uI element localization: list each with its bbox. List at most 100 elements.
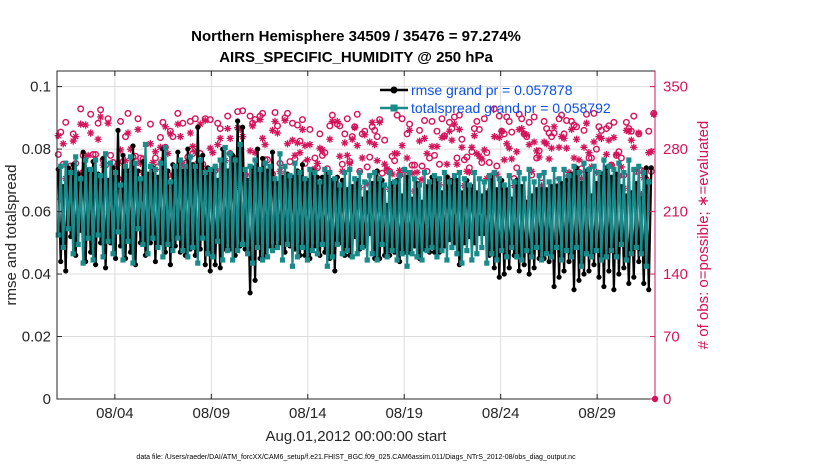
obs-evaluated-point <box>480 146 488 154</box>
y2-axis-ticks: 0 70 140 210 280 350 <box>650 71 688 408</box>
x-axis-label: Aug.01,2012 00:00:00 start <box>266 428 448 445</box>
totalspread-point <box>217 157 223 163</box>
series-lines <box>55 118 654 296</box>
totalspread-point <box>354 251 360 257</box>
totalspread-point <box>230 257 236 263</box>
totalspread-point <box>130 260 136 266</box>
rmse-point <box>566 258 572 265</box>
obs-evaluated-point <box>258 134 267 142</box>
totalspread-point <box>254 244 261 251</box>
obs-evaluated-point <box>134 125 142 134</box>
obs-possible-point <box>146 120 154 128</box>
totalspread-point <box>329 254 335 260</box>
totalspread-point <box>384 254 390 260</box>
totalspread-point <box>252 157 258 163</box>
totalspread-point <box>608 248 614 254</box>
totalspread-point <box>98 173 104 179</box>
rmse-point <box>93 262 99 268</box>
totalspread-point <box>327 169 333 176</box>
totalspread-point <box>317 179 323 185</box>
obs-possible-point <box>373 133 381 141</box>
totalspread-point <box>242 166 248 172</box>
obs-possible-point <box>518 115 526 123</box>
rmse-point <box>202 262 208 268</box>
obs-evaluated-point <box>226 134 234 142</box>
y-tick-label: 0.08 <box>22 141 51 158</box>
obs-evaluated-point <box>405 126 414 134</box>
obs-evaluated-point <box>508 155 516 163</box>
totalspread-point <box>484 260 490 266</box>
totalspread-point <box>411 176 418 182</box>
totalspread-point <box>287 173 293 179</box>
obs-evaluated-point <box>550 123 558 131</box>
obs-evaluated-point <box>530 138 538 146</box>
obs-evaluated-point <box>87 129 95 137</box>
totalspread-point <box>628 251 634 257</box>
obs-evaluated-point <box>301 141 309 150</box>
rmse-point <box>648 165 654 171</box>
obs-possible-point <box>630 112 638 120</box>
totalspread-point <box>501 182 507 188</box>
rmse-point <box>556 274 562 280</box>
totalspread-point <box>511 179 517 185</box>
totalspread-point <box>347 166 353 172</box>
totalspread-point <box>175 235 181 241</box>
obs-possible-point <box>587 154 595 162</box>
obs-evaluated-point <box>216 134 224 142</box>
rmse-point <box>252 277 258 283</box>
obs-evaluated-point <box>313 159 321 167</box>
totalspread-point <box>369 251 375 257</box>
obs-possible-point <box>224 112 232 120</box>
obs-possible-point <box>411 161 419 169</box>
totalspread-point <box>563 248 570 254</box>
rmse-point <box>195 124 201 130</box>
totalspread-point <box>548 254 555 260</box>
rmse-point <box>643 165 649 171</box>
obs-evaluated-point <box>209 149 217 157</box>
totalspread-point <box>464 248 470 254</box>
totalspread-point <box>282 163 288 169</box>
rmse-point <box>601 283 607 290</box>
obs-possible-point <box>87 110 95 118</box>
obs-evaluated-point <box>575 156 583 164</box>
obs-possible-point <box>421 117 429 125</box>
obs-possible-point <box>490 105 498 113</box>
obs-evaluated-point <box>413 168 421 176</box>
totalspread-point <box>207 166 213 172</box>
totalspread-point <box>137 176 144 182</box>
obs-evaluated-point <box>483 174 491 183</box>
y2-tick-label: 210 <box>663 204 688 221</box>
totalspread-point <box>392 179 398 185</box>
totalspread-point <box>299 244 306 251</box>
rmse-point <box>546 258 552 265</box>
totalspread-point <box>426 179 433 185</box>
totalspread-point <box>471 169 477 176</box>
obs-possible-point <box>259 109 267 117</box>
y-tick-label: 0.1 <box>30 79 51 96</box>
rmse-point <box>616 271 622 277</box>
obs-evaluated-point <box>525 141 533 149</box>
totalspread-point <box>132 160 139 166</box>
obs-evaluated-point <box>191 148 199 156</box>
y-tick-label: 0.02 <box>22 329 51 346</box>
totalspread-point <box>419 257 425 263</box>
totalspread-point <box>466 182 472 188</box>
totalspread-point <box>469 257 475 263</box>
obs-possible-point <box>214 119 222 127</box>
obs-possible-point <box>54 150 62 158</box>
obs-evaluated-point <box>156 143 165 151</box>
obs-evaluated-point <box>336 152 344 160</box>
totalspread-point <box>352 176 358 182</box>
totalspread-point <box>304 257 311 263</box>
totalspread-point <box>514 254 520 260</box>
totalspread-point <box>601 157 607 163</box>
obs-possible-point <box>156 133 164 141</box>
totalspread-point <box>232 157 238 163</box>
obs-possible-point <box>393 111 401 119</box>
totalspread-point <box>367 173 373 179</box>
obs-evaluated-point <box>498 127 506 135</box>
obs-evaluated-point <box>582 119 591 127</box>
obs-possible-point <box>505 117 513 125</box>
totalspread-point <box>429 244 435 251</box>
obs-evaluated-point <box>396 166 404 175</box>
